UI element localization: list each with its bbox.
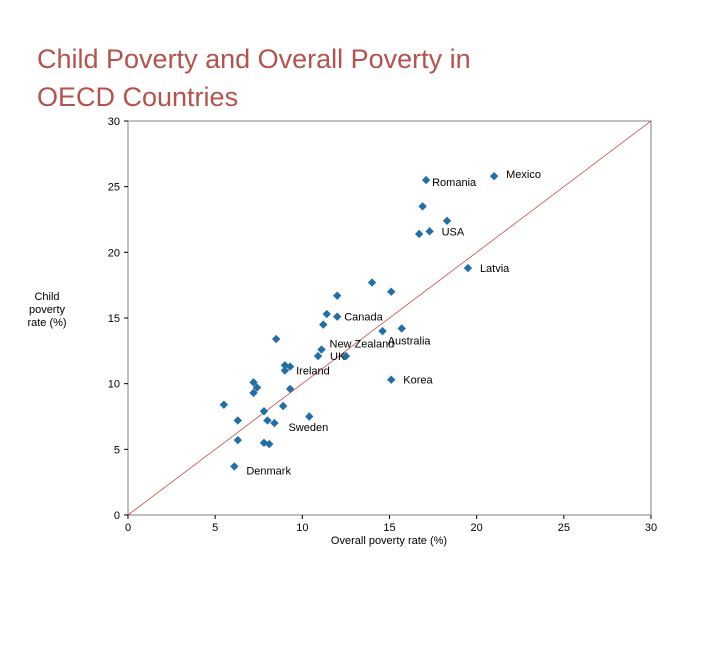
y-tick-label: 30 <box>108 116 120 128</box>
point-label: Denmark <box>246 465 291 477</box>
data-point <box>285 384 295 394</box>
data-point <box>270 418 279 428</box>
data-point <box>387 375 396 384</box>
x-axis-label: Overall poverty rate (%) <box>330 535 448 547</box>
point-label: Romania <box>432 177 477 189</box>
x-tick-label: 10 <box>296 522 308 534</box>
point-label: UK <box>330 351 346 363</box>
point-label: Mexico <box>506 169 541 181</box>
data-point <box>230 462 239 471</box>
data-point <box>367 278 377 287</box>
data-point <box>263 416 272 425</box>
data-point <box>233 435 243 445</box>
data-point <box>249 388 258 398</box>
point-label: Ireland <box>296 366 330 378</box>
data-point <box>333 291 342 300</box>
data-point <box>333 312 342 321</box>
data-point <box>317 345 326 354</box>
point-label: New Zealand <box>330 339 395 351</box>
point-label: USA <box>442 226 465 238</box>
x-tick-label: 5 <box>212 522 218 534</box>
data-point <box>341 351 351 361</box>
data-point <box>259 407 269 416</box>
data-point <box>414 229 424 239</box>
chart-title: Child Poverty and Overall Poverty in OEC… <box>37 40 597 116</box>
data-point <box>249 378 258 387</box>
title-line-2: OECD Countries <box>37 82 239 112</box>
data-point <box>425 227 434 236</box>
point-label: Australia <box>388 336 432 348</box>
axes-group: 0 5 10 15 20 25 30 0 5 10 15 20 25 30 <box>108 116 657 534</box>
y-tick-label: 10 <box>108 379 120 391</box>
y-tick-label: 0 <box>114 510 120 522</box>
data-point <box>285 362 295 371</box>
data-point <box>319 320 328 329</box>
x-tick-label: 30 <box>645 522 657 534</box>
y-tick-label: 5 <box>114 444 120 456</box>
data-point <box>233 416 243 425</box>
data-point <box>397 324 406 333</box>
data-point <box>313 351 323 361</box>
point-label: Sweden <box>288 422 328 434</box>
data-point <box>271 334 281 344</box>
data-point <box>322 309 331 319</box>
data-point <box>265 439 274 449</box>
data-point <box>387 287 396 296</box>
data-point <box>418 202 427 211</box>
point-label: Korea <box>403 375 433 387</box>
data-point <box>278 401 288 411</box>
y-tick-label: 20 <box>108 247 120 259</box>
data-point <box>463 263 473 273</box>
data-point <box>305 412 314 421</box>
data-point <box>421 175 431 185</box>
x-tick-label: 20 <box>471 522 483 534</box>
data-point <box>489 171 499 181</box>
x-tick-label: 0 <box>125 522 131 534</box>
data-point <box>219 400 229 409</box>
data-point <box>252 383 262 392</box>
title-line-1: Child Poverty and Overall Poverty in <box>37 44 471 74</box>
y-axis-label: Child poverty rate (%) <box>27 291 67 329</box>
point-label: Latvia <box>480 263 510 275</box>
point-labels-group: Mexico Romania USA Latvia Canada AustraliaNew… <box>246 169 541 477</box>
x-tick-label: 15 <box>383 522 395 534</box>
y-tick-label: 15 <box>108 313 120 325</box>
data-point <box>378 326 387 336</box>
point-label: Canada <box>344 312 383 324</box>
reference-line-diagonal <box>127 120 652 516</box>
data-point <box>442 216 452 226</box>
data-point <box>280 366 290 375</box>
x-tick-label: 25 <box>558 522 570 534</box>
marks-group <box>219 171 499 471</box>
y-tick-label: 25 <box>108 182 120 194</box>
